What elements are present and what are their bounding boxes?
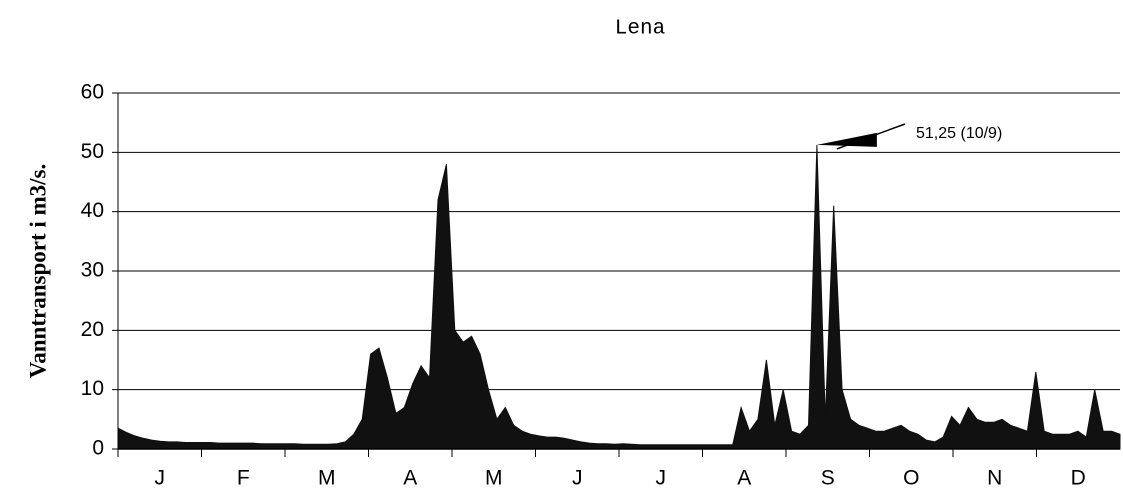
y-tick-label: 40: [81, 199, 104, 222]
y-axis-label: Vanntransport i m3/s.: [25, 164, 50, 379]
y-tick-label: 10: [81, 377, 104, 400]
x-tick-label: A: [737, 467, 751, 490]
x-tick-label: J: [155, 467, 166, 490]
annotation: 51,25 (10/9): [916, 125, 1002, 142]
x-tick-label: F: [237, 467, 250, 490]
chart-title: Lena: [615, 18, 665, 41]
y-tick-label: 20: [81, 318, 104, 341]
x-tick-label: S: [821, 467, 835, 490]
annotation-arrowhead: [816, 132, 877, 147]
x-tick-label: J: [656, 467, 667, 490]
x-tick-label: O: [903, 467, 919, 490]
x-tick-label: A: [403, 467, 417, 490]
x-tick-label: D: [1071, 467, 1086, 490]
x-tick-label: J: [572, 467, 583, 490]
y-tick-label: 30: [81, 259, 104, 282]
x-tick-label: M: [485, 467, 503, 490]
x-tick-label: M: [318, 467, 336, 490]
x-tick-label: N: [987, 467, 1002, 490]
y-tick-label: 60: [81, 81, 104, 104]
area: [117, 144, 1121, 450]
y-tick-label: 0: [92, 437, 104, 460]
y-tick-label: 50: [81, 140, 104, 163]
